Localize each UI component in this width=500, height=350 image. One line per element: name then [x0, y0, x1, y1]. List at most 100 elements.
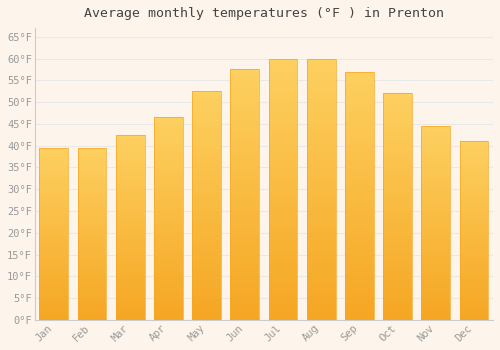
Bar [422, 205, 450, 208]
Bar [192, 158, 221, 160]
Bar [307, 296, 336, 299]
Bar [230, 237, 259, 240]
Bar [154, 275, 182, 278]
Bar [40, 208, 68, 210]
Bar [78, 253, 106, 254]
Bar [40, 153, 68, 155]
Bar [460, 150, 488, 152]
Bar [307, 158, 336, 161]
Bar [383, 229, 412, 232]
Bar [345, 315, 374, 317]
Bar [154, 257, 182, 259]
Bar [383, 220, 412, 223]
Bar [383, 311, 412, 313]
Bar [268, 294, 298, 296]
Bar [78, 310, 106, 312]
Bar [345, 220, 374, 223]
Bar [383, 180, 412, 182]
Bar [116, 199, 144, 202]
Bar [154, 146, 182, 148]
Bar [78, 172, 106, 174]
Bar [78, 280, 106, 282]
Bar [383, 109, 412, 112]
Bar [116, 136, 144, 139]
Bar [345, 121, 374, 124]
Bar [268, 90, 298, 92]
Bar [116, 185, 144, 187]
Bar [345, 270, 374, 273]
Bar [307, 218, 336, 220]
Bar [40, 304, 68, 306]
Bar [268, 108, 298, 111]
Bar [154, 202, 182, 204]
Bar [40, 172, 68, 174]
Bar [345, 186, 374, 188]
Bar [422, 130, 450, 132]
Bar [154, 235, 182, 237]
Bar [307, 262, 336, 265]
Bar [383, 223, 412, 225]
Bar [268, 137, 298, 140]
Bar [78, 230, 106, 232]
Bar [460, 202, 488, 204]
Bar [78, 284, 106, 286]
Bar [40, 227, 68, 229]
Bar [78, 177, 106, 179]
Bar [78, 272, 106, 273]
Bar [460, 154, 488, 156]
Bar [383, 98, 412, 100]
Bar [460, 247, 488, 248]
Bar [192, 299, 221, 302]
Bar [192, 155, 221, 158]
Bar [78, 184, 106, 186]
Bar [192, 139, 221, 141]
Bar [154, 298, 182, 300]
Bar [307, 171, 336, 174]
Bar [345, 97, 374, 99]
Bar [154, 196, 182, 198]
Bar [345, 191, 374, 193]
Bar [116, 251, 144, 253]
Bar [422, 204, 450, 205]
Bar [422, 223, 450, 225]
Bar [345, 310, 374, 313]
Bar [40, 260, 68, 261]
Bar [268, 158, 298, 161]
Bar [345, 171, 374, 174]
Bar [383, 152, 412, 155]
Bar [116, 135, 144, 136]
Bar [422, 126, 450, 128]
Bar [78, 229, 106, 230]
Bar [116, 238, 144, 240]
Bar [268, 147, 298, 150]
Bar [307, 137, 336, 140]
Bar [307, 66, 336, 69]
Bar [116, 148, 144, 149]
Bar [154, 182, 182, 184]
Bar [40, 199, 68, 201]
Bar [460, 231, 488, 232]
Bar [460, 193, 488, 195]
Bar [383, 245, 412, 247]
Bar [345, 256, 374, 258]
Bar [345, 260, 374, 263]
Bar [78, 316, 106, 318]
Bar [78, 208, 106, 210]
Bar [422, 157, 450, 159]
Bar [154, 286, 182, 288]
Bar [307, 134, 336, 137]
Bar [154, 229, 182, 231]
Bar [116, 281, 144, 283]
Bar [192, 146, 221, 148]
Bar [78, 273, 106, 275]
Bar [116, 159, 144, 161]
Bar [154, 164, 182, 166]
Bar [230, 182, 259, 185]
Bar [230, 140, 259, 142]
Bar [383, 112, 412, 114]
Bar [422, 318, 450, 320]
Bar [230, 277, 259, 280]
Bar [154, 190, 182, 192]
Bar [460, 164, 488, 166]
Bar [460, 272, 488, 273]
